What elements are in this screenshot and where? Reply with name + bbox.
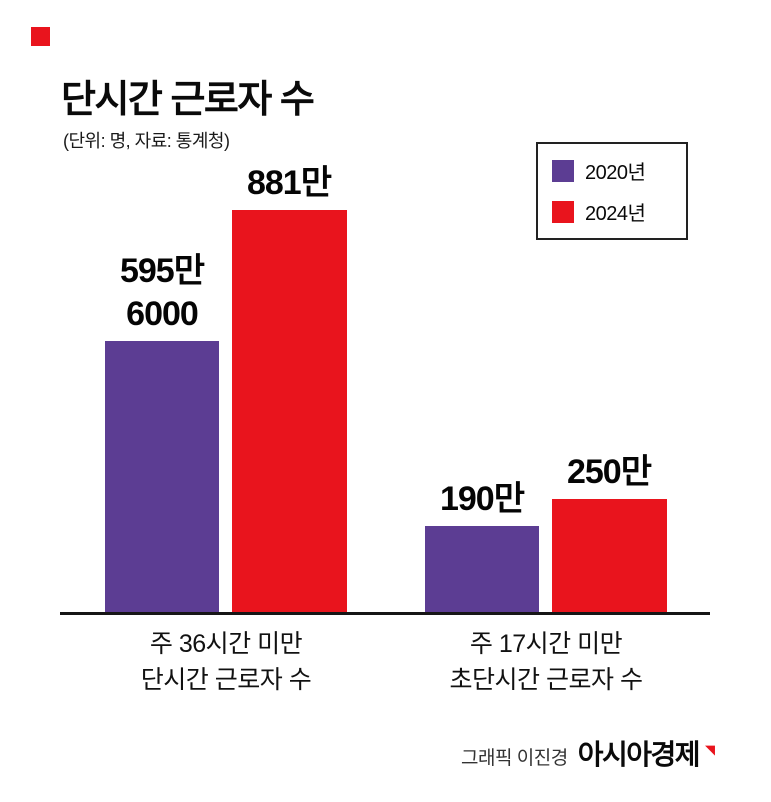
category-label-under17h: 주 17시간 미만 초단시간 근로자 수	[449, 630, 643, 694]
bar-2024-under36h	[232, 210, 347, 613]
bar-2020-under17h	[425, 526, 539, 613]
bar-value-label-2024-under36h: 881만	[246, 163, 332, 202]
chart-title: 단시간 근로자 수	[61, 79, 315, 121]
credit-text: 그래픽 이진경	[461, 748, 568, 769]
bar-value-label-2020-under36h: 595만 6000	[119, 252, 205, 333]
legend-item-2020: 2020년	[552, 156, 672, 185]
category-label-under36h: 주 36시간 미만 단시간 근로자 수	[140, 630, 312, 694]
legend-label-2024: 2024년	[585, 203, 646, 225]
brand-logo-text: 아시아경제	[577, 739, 701, 770]
bar-2020-under36h	[105, 341, 219, 613]
legend: 2020년 2024년	[536, 142, 688, 240]
legend-swatch-2020	[552, 159, 574, 182]
bar-value-label-2020-under17h: 190만	[439, 479, 525, 518]
legend-item-2024: 2024년	[552, 197, 672, 226]
brand-mark-square	[31, 27, 50, 46]
legend-swatch-2024	[552, 200, 574, 223]
brand-flag-icon: ◥	[705, 742, 715, 757]
bar-2024-under17h	[552, 499, 667, 613]
credit: 그래픽 이진경 아시아경제 ◥	[461, 733, 715, 773]
chart-subtitle: (단위: 명, 자료: 통계청)	[63, 131, 230, 151]
bar-value-label-2024-under17h: 250만	[566, 452, 652, 491]
x-axis-line	[60, 612, 710, 615]
legend-label-2020: 2020년	[585, 162, 646, 184]
